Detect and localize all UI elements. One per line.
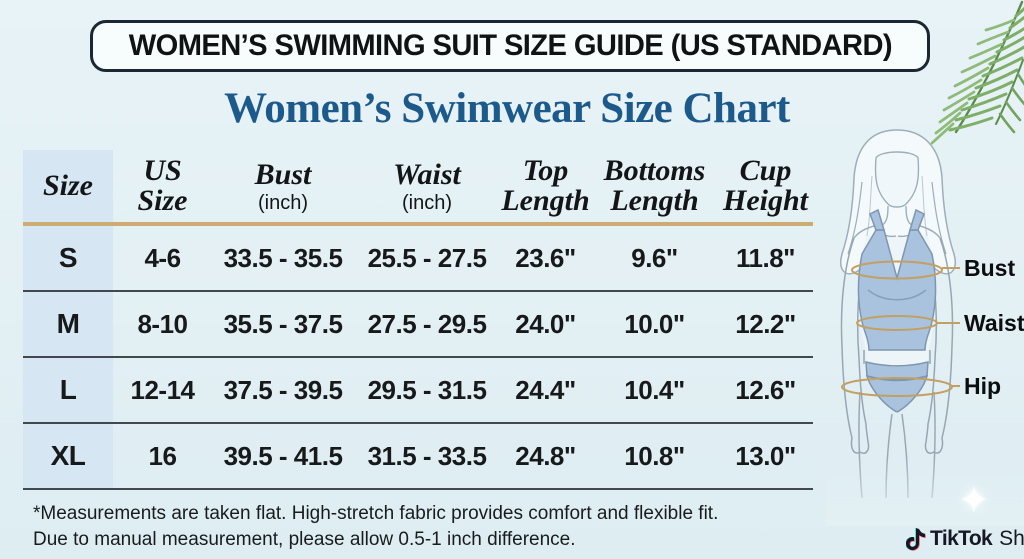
cell-bottoms-length: 9.6" (631, 242, 678, 273)
footnote-line-1: *Measurements are taken flat. High-stret… (33, 503, 719, 524)
header-cell-bust: Bust (inch) (254, 157, 312, 214)
cell-size: XL (23, 424, 113, 488)
cell-top-length: 24.4" (515, 374, 576, 405)
banner-title: WOMEN’S SWIMMING SUIT SIZE GUIDE (US STA… (128, 29, 892, 62)
cell-size: M (23, 292, 113, 356)
palm-leaf-icon (930, 0, 1024, 145)
cell-size: L (23, 358, 113, 422)
page-title: Women’s Swimwear Size Chart (224, 85, 790, 132)
measurement-lines (841, 260, 960, 397)
cell-waist: 31.5 - 33.5 (367, 440, 487, 471)
bust-measure-ellipse (851, 260, 943, 280)
header-cell-us-size: US Size (137, 154, 188, 217)
cell-us-size: 16 (148, 440, 177, 471)
cell-cup-height: 11.8" (736, 242, 796, 273)
header-cell-size: Size (23, 150, 113, 222)
sparkle-icon: ✦ (958, 480, 990, 522)
tiktok-shop-logo: TikTok Shop (906, 527, 1024, 551)
table-row-l: L 12-14 37.5 - 39.5 29.5 - 31.5 24.4" 10… (23, 358, 813, 424)
title-banner: WOMEN’S SWIMMING SUIT SIZE GUIDE (US STA… (90, 20, 930, 72)
cell-bottoms-length: 10.4" (624, 374, 685, 405)
tiktok-note-icon (906, 527, 926, 551)
cell-cup-height: 13.0" (735, 440, 796, 471)
header-cell-cup-height: Cup Height (722, 154, 808, 217)
cell-us-size: 8-10 (137, 308, 188, 339)
cell-us-size: 12-14 (130, 374, 196, 405)
size-chart-table: Size US Size Bust (inch) Waist (inch) Top Le… (23, 150, 813, 490)
header-cell-bottoms-length: Bottoms Length (603, 154, 706, 217)
cell-waist: 29.5 - 31.5 (367, 374, 487, 405)
header-cell-waist: Waist (inch) (393, 157, 461, 214)
face-outline (853, 151, 941, 239)
table-row-m: M 8-10 35.5 - 37.5 27.5 - 29.5 24.0" 10.… (23, 292, 813, 358)
cell-waist: 25.5 - 27.5 (367, 242, 487, 273)
cell-bottoms-length: 10.0" (624, 308, 685, 339)
tiktok-brand-text: TikTok (930, 527, 993, 550)
cell-bust: 39.5 - 41.5 (223, 440, 343, 471)
cell-bottoms-length: 10.8" (624, 440, 685, 471)
cell-bust: 35.5 - 37.5 (223, 308, 343, 339)
table-row-s: S 4-6 33.5 - 35.5 25.5 - 27.5 23.6" 9.6"… (23, 226, 813, 292)
table-row-xl: XL 16 39.5 - 41.5 31.5 - 33.5 24.8" 10.8… (23, 424, 813, 490)
cell-bust: 37.5 - 39.5 (223, 374, 343, 405)
waist-label: Waist (964, 310, 1024, 336)
footnote: *Measurements are taken flat. High-stret… (33, 501, 773, 553)
tiktok-shop-text: Shop (999, 527, 1024, 550)
cell-us-size: 4-6 (144, 242, 181, 273)
table-header-row: Size US Size Bust (inch) Waist (inch) Top Le… (23, 150, 813, 226)
woman-measurement-figure: Bust Waist Hip (826, 129, 1024, 526)
figure-fade (826, 456, 1024, 526)
cell-cup-height: 12.6" (735, 374, 796, 405)
cell-cup-height: 12.2" (735, 308, 796, 339)
footnote-line-2: Due to manual measurement, please allow … (33, 529, 576, 551)
header-cell-top-length: Top Length (501, 154, 590, 217)
cell-bust: 33.5 - 35.5 (223, 242, 343, 273)
cell-size: S (23, 226, 113, 290)
bust-label: Bust (964, 255, 1015, 281)
cell-top-length: 24.0" (515, 308, 576, 339)
swimsuit-bottom (865, 361, 929, 413)
cell-top-length: 23.6" (515, 242, 576, 273)
cell-top-length: 24.8" (515, 440, 576, 471)
hip-label: Hip (964, 373, 1001, 399)
cell-waist: 27.5 - 29.5 (367, 308, 487, 339)
